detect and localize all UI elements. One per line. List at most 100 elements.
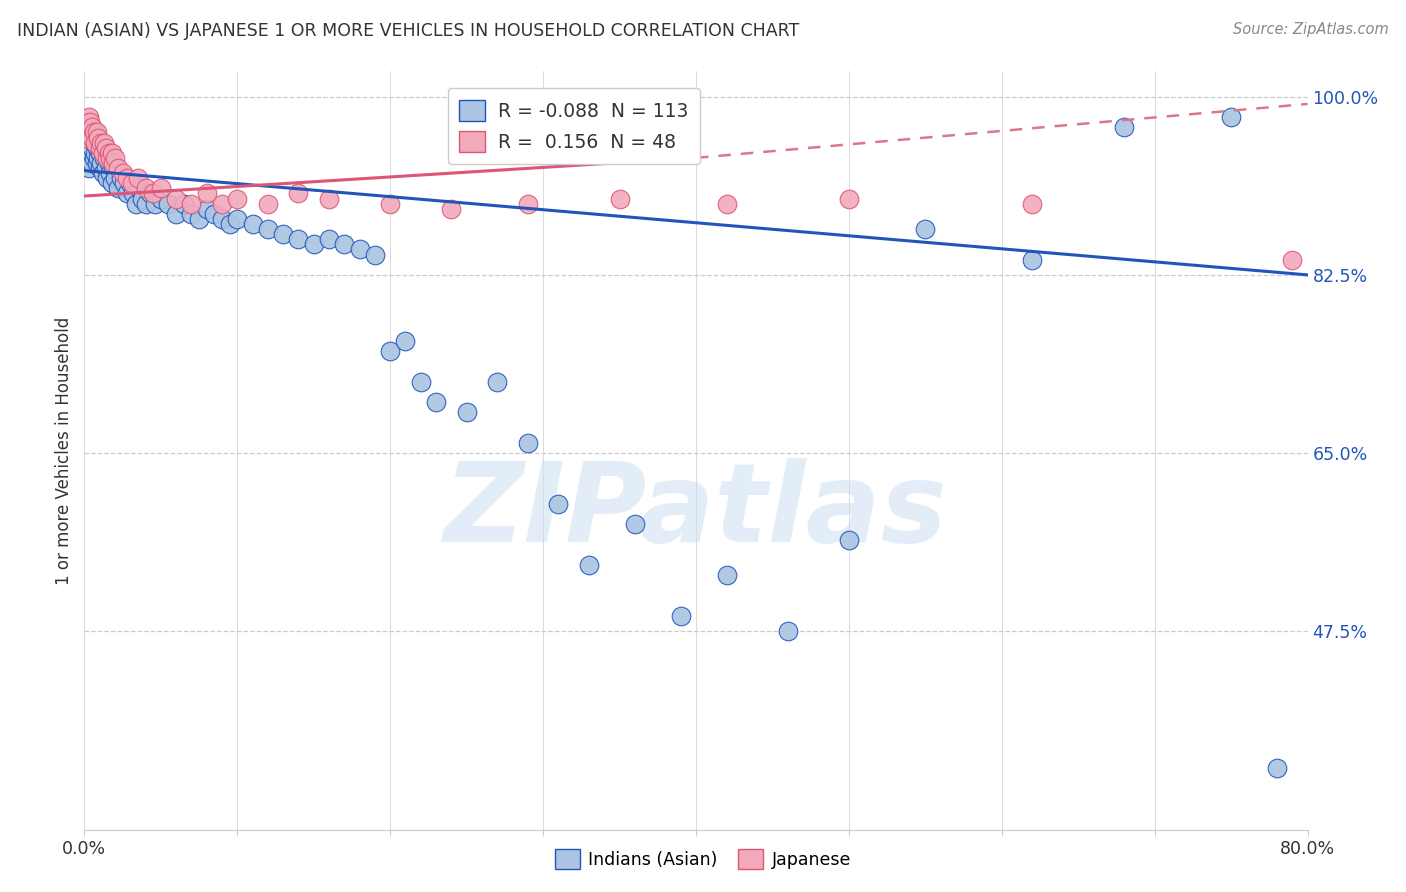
Point	[776, 624, 799, 639]
Point	[89, 145, 111, 160]
Point	[1265, 762, 1288, 776]
Point	[110, 171, 132, 186]
Point	[97, 145, 120, 160]
Text: INDIAN (ASIAN) VS JAPANESE 1 OR MORE VEHICLES IN HOUSEHOLD CORRELATION CHART: INDIAN (ASIAN) VS JAPANESE 1 OR MORE VEH…	[17, 22, 799, 40]
Point	[486, 375, 509, 389]
Point	[80, 156, 103, 170]
Point	[180, 207, 202, 221]
Point	[79, 130, 101, 145]
Point	[195, 186, 218, 201]
Point	[516, 196, 538, 211]
Point	[83, 136, 105, 150]
Point	[84, 145, 107, 160]
Point	[456, 405, 478, 419]
Point	[111, 166, 134, 180]
Text: ZIPatlas: ZIPatlas	[444, 458, 948, 565]
Point	[547, 497, 569, 511]
Point	[838, 533, 860, 547]
Point	[409, 375, 432, 389]
Point	[425, 395, 447, 409]
Point	[716, 196, 738, 211]
Point	[127, 171, 149, 186]
Point	[83, 151, 105, 165]
Point	[96, 151, 118, 165]
Point	[135, 181, 157, 195]
Point	[1021, 196, 1043, 211]
Point	[93, 136, 115, 150]
Point	[75, 141, 97, 155]
Point	[211, 196, 233, 211]
Point	[333, 237, 356, 252]
Point	[180, 196, 202, 211]
Point	[84, 125, 107, 139]
Point	[257, 196, 280, 211]
Point	[87, 151, 110, 165]
Point	[112, 177, 135, 191]
Point	[287, 232, 309, 246]
Point	[271, 227, 294, 242]
Point	[90, 136, 112, 150]
Point	[364, 247, 387, 261]
Point	[578, 558, 600, 572]
Point	[226, 192, 249, 206]
Point	[90, 156, 112, 170]
Point	[103, 161, 125, 175]
Y-axis label: 1 or more Vehicles in Household: 1 or more Vehicles in Household	[55, 317, 73, 584]
Point	[86, 125, 108, 139]
Point	[80, 130, 103, 145]
Point	[79, 115, 101, 129]
Point	[142, 186, 165, 201]
Point	[165, 207, 187, 221]
Point	[195, 202, 218, 216]
Point	[318, 192, 340, 206]
Point	[93, 151, 115, 165]
Point	[79, 125, 101, 139]
Point	[516, 435, 538, 450]
Point	[318, 232, 340, 246]
Point	[91, 166, 114, 180]
Point	[669, 608, 692, 623]
Point	[77, 136, 100, 150]
Point	[1220, 110, 1243, 124]
Point	[139, 186, 162, 201]
Point	[838, 192, 860, 206]
Point	[125, 196, 148, 211]
Point	[302, 237, 325, 252]
Point	[83, 125, 105, 139]
Legend: R = -0.088  N = 113, R =  0.156  N = 48: R = -0.088 N = 113, R = 0.156 N = 48	[447, 88, 700, 163]
Point	[1021, 252, 1043, 267]
Point	[131, 192, 153, 206]
Point	[91, 145, 114, 160]
Point	[1114, 120, 1136, 135]
Point	[103, 156, 125, 170]
Point	[89, 141, 111, 155]
Point	[107, 181, 129, 195]
Point	[202, 207, 225, 221]
Point	[104, 151, 127, 165]
Point	[76, 130, 98, 145]
Point	[86, 141, 108, 155]
Point	[76, 115, 98, 129]
Point	[149, 192, 172, 206]
Point	[101, 177, 124, 191]
Point	[97, 156, 120, 170]
Point	[101, 145, 124, 160]
Point	[440, 202, 463, 216]
Point	[98, 151, 121, 165]
Point	[120, 177, 142, 191]
Point	[218, 217, 240, 231]
Point	[115, 186, 138, 201]
Point	[380, 344, 402, 359]
Point	[86, 156, 108, 170]
Point	[242, 217, 264, 231]
Point	[98, 166, 121, 180]
Point	[77, 120, 100, 135]
Point	[211, 211, 233, 226]
Point	[349, 243, 371, 257]
Point	[149, 181, 172, 195]
Point	[76, 151, 98, 165]
Point	[77, 161, 100, 175]
Point	[609, 192, 631, 206]
Point	[135, 196, 157, 211]
Point	[121, 177, 143, 191]
